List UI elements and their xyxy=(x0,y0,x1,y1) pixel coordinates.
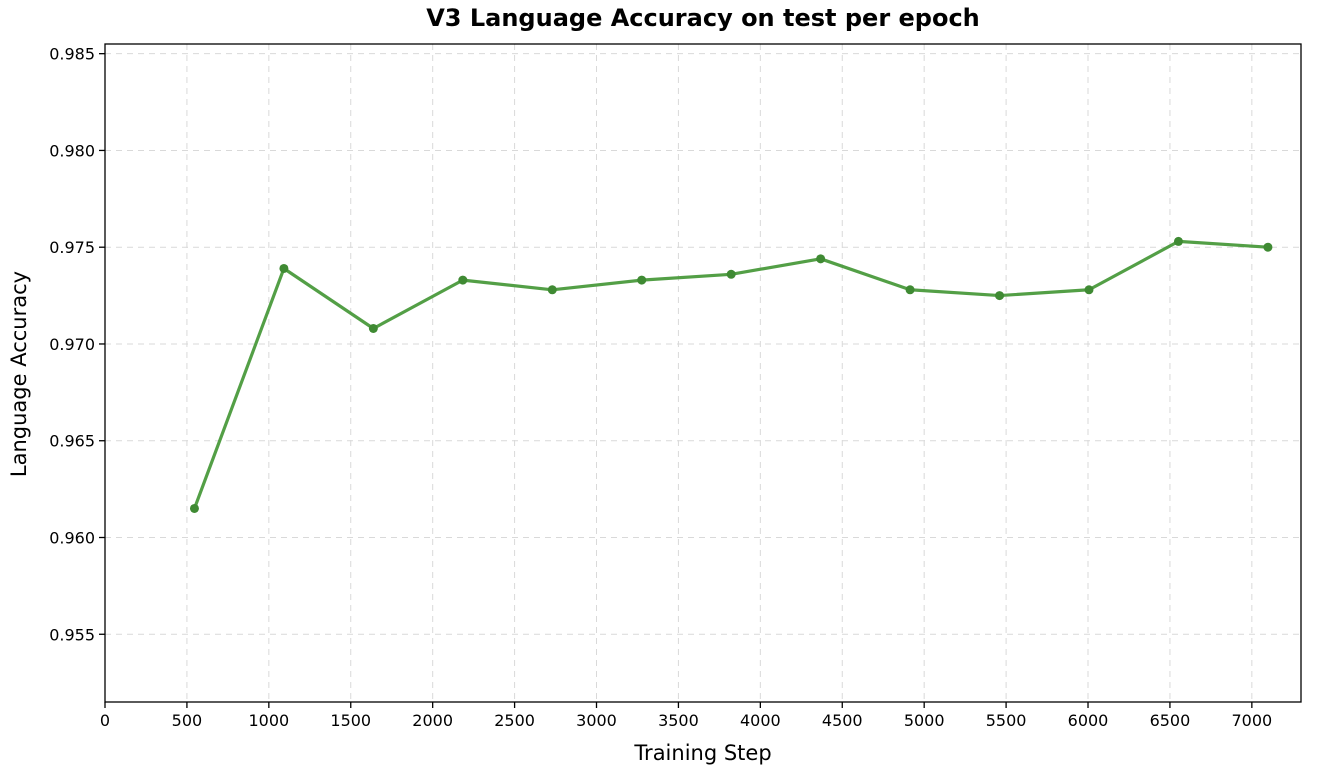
x-tick-label: 0 xyxy=(100,711,110,730)
x-tick-label: 1000 xyxy=(248,711,289,730)
x-tick-label: 2000 xyxy=(412,711,453,730)
y-tick-label: 0.955 xyxy=(49,625,95,644)
x-tick-label: 2500 xyxy=(494,711,535,730)
x-tick-label: 4500 xyxy=(822,711,863,730)
data-point xyxy=(458,275,468,285)
data-point xyxy=(995,291,1005,301)
y-tick-label: 0.975 xyxy=(49,238,95,257)
y-tick-label: 0.960 xyxy=(49,529,95,548)
data-point xyxy=(368,323,378,333)
plot-frame xyxy=(104,43,1302,703)
y-tick-label: 0.980 xyxy=(49,141,95,160)
x-tick-label: 4000 xyxy=(740,711,781,730)
series-line-layer xyxy=(192,239,1270,511)
y-tick-label: 0.970 xyxy=(49,335,95,354)
y-axis-ticks: 0.955 0.960 0.965 0.970 0.975 0.980 0.985 xyxy=(49,45,105,644)
data-point xyxy=(905,285,915,295)
data-point xyxy=(816,254,826,264)
data-point xyxy=(189,503,199,513)
data-point xyxy=(726,269,736,279)
data-point xyxy=(1173,236,1183,246)
y-tick-label: 0.985 xyxy=(49,45,95,64)
x-tick-label: 6500 xyxy=(1150,711,1191,730)
x-tick-label: 5000 xyxy=(904,711,945,730)
y-axis-label: Language Accuracy xyxy=(7,271,31,477)
data-point xyxy=(279,263,289,273)
series-line xyxy=(192,239,1270,511)
chart-title: V3 Language Accuracy on test per epoch xyxy=(426,4,980,32)
x-axis-ticks: 0 500 1000 1500 2000 2500 3000 3500 4000 4500 5000… xyxy=(100,702,1272,730)
x-tick-label: 7000 xyxy=(1231,711,1272,730)
data-points xyxy=(189,236,1273,513)
data-point xyxy=(547,285,557,295)
grid xyxy=(104,44,1301,702)
x-tick-label: 3000 xyxy=(576,711,617,730)
x-tick-label: 6000 xyxy=(1068,711,1109,730)
x-tick-label: 500 xyxy=(172,711,203,730)
x-tick-label: 1500 xyxy=(330,711,371,730)
x-axis-label: Training Step xyxy=(633,741,771,765)
x-tick-label: 5500 xyxy=(986,711,1027,730)
x-tick-label: 3500 xyxy=(658,711,699,730)
data-point xyxy=(637,275,647,285)
data-point xyxy=(1263,242,1273,252)
y-tick-label: 0.965 xyxy=(49,432,95,451)
data-point xyxy=(1084,285,1094,295)
